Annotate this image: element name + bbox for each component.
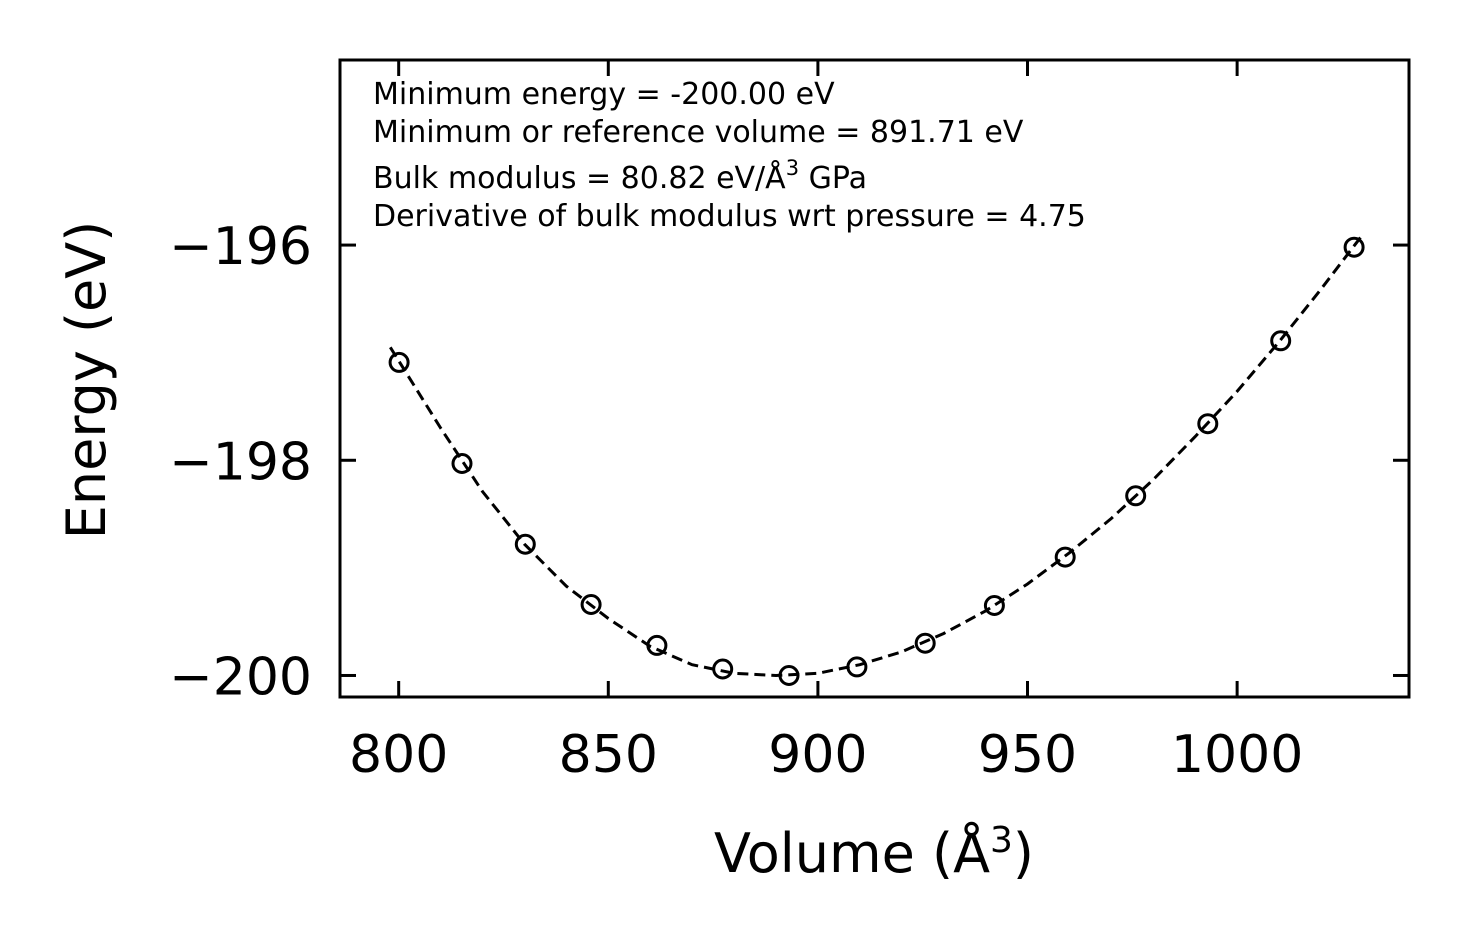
ticks-layer [340, 60, 1409, 697]
data-point [914, 632, 936, 654]
data-point [451, 453, 473, 474]
annotation-block: Minimum energy = -200.00 eV Minimum or r… [373, 77, 1086, 234]
data-point [1054, 546, 1076, 568]
data-point [846, 656, 868, 678]
y-tick-label: −196 [169, 217, 312, 277]
data-point [388, 351, 410, 373]
y-axis-label: Energy (eV) [55, 221, 118, 540]
data-point [514, 533, 536, 555]
x-tick-labels: 800 850 900 950 1000 [349, 725, 1303, 785]
y-tick-label: −198 [169, 432, 312, 492]
annotation-bulk-modulus-derivative: Derivative of bulk modulus wrt pressure … [373, 199, 1086, 234]
x-tick-label: 800 [349, 725, 448, 785]
data-points-layer [388, 236, 1365, 686]
data-point [1343, 236, 1365, 258]
data-point [712, 658, 734, 680]
data-point [646, 634, 668, 656]
x-tick-label: 1000 [1171, 725, 1303, 785]
x-axis-label: Volume (Å3) [714, 820, 1034, 885]
annotation-bulk-modulus: Bulk modulus = 80.82 eV/Å3 GPa [373, 156, 867, 196]
y-tick-label: −200 [169, 647, 312, 707]
annotation-minimum-energy: Minimum energy = -200.00 eV [373, 77, 835, 112]
y-tick-labels: −196 −198 −200 [169, 217, 312, 707]
data-point [580, 594, 602, 615]
x-tick-label: 950 [978, 725, 1077, 785]
data-point [1270, 330, 1292, 352]
x-tick-label: 850 [559, 725, 658, 785]
x-tick-label: 900 [768, 725, 867, 785]
annotation-reference-volume: Minimum or reference volume = 891.71 eV [373, 115, 1024, 150]
data-point [1197, 413, 1219, 435]
data-point [778, 665, 800, 686]
plot-frame [338, 58, 1411, 699]
data-point [983, 595, 1005, 616]
data-point [1125, 485, 1147, 507]
